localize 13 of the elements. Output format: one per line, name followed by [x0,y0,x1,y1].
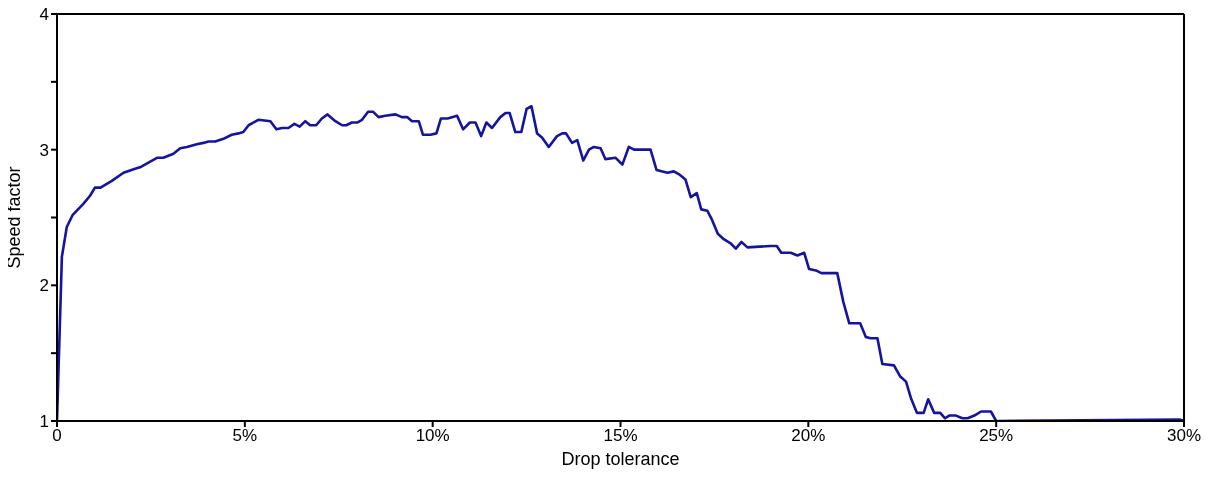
x-tick-label: 30% [1166,426,1202,446]
x-tick-label: 0 [52,426,62,446]
y-tick-label: 3 [39,140,49,160]
y-axis-title: Speed factor [4,166,25,269]
x-axis-title: Drop tolerance [561,449,680,469]
y-tick-label: 2 [39,276,49,296]
x-tick-label: 15% [603,426,638,446]
x-tick-label: 5% [232,426,258,446]
y-tick-label: 1 [39,412,49,432]
x-tick-label: 25% [979,426,1014,446]
x-tick-label: 20% [791,426,826,446]
x-tick-label: 10% [415,426,450,446]
y-tick-label: 4 [39,5,49,25]
